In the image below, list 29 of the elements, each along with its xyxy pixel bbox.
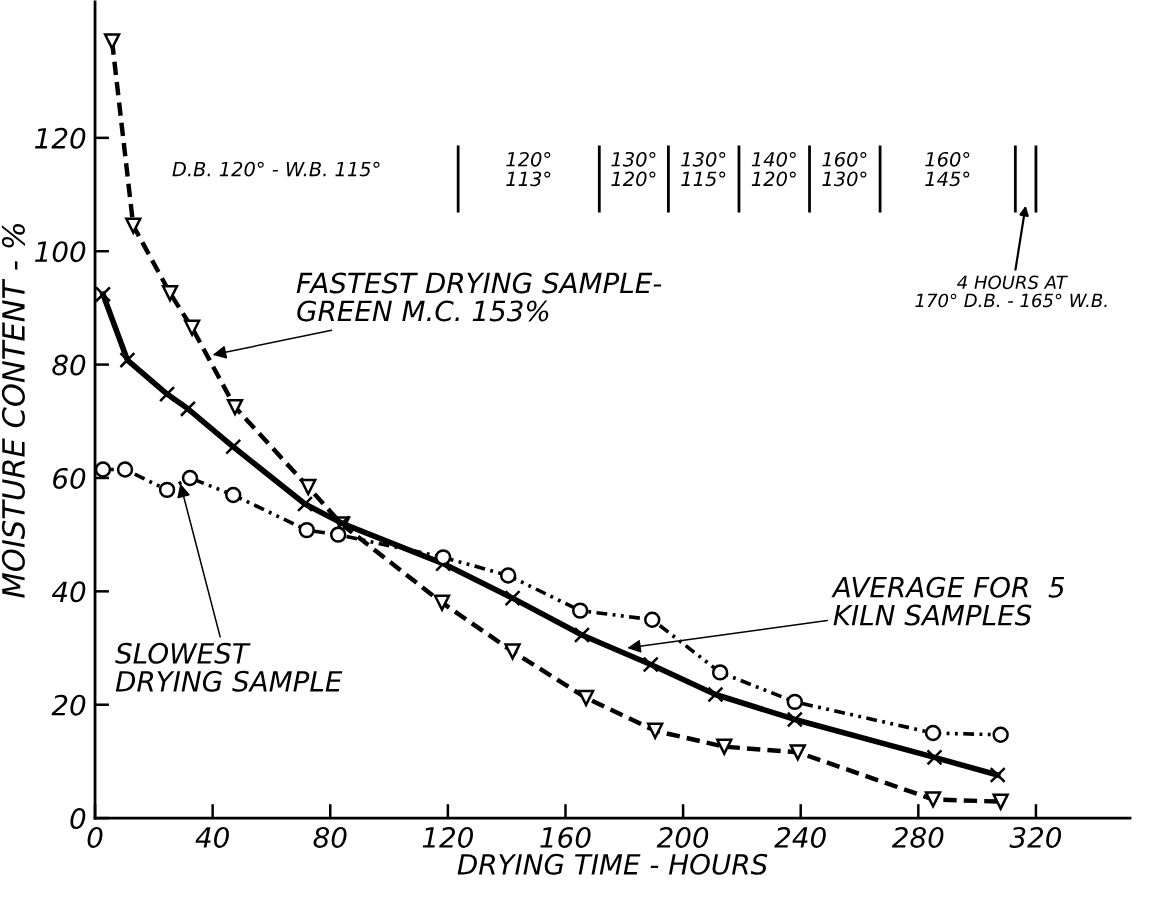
annotation: 160° 145° [925, 151, 970, 187]
y-tick-label: 100 [35, 241, 86, 263]
annotation: 130° 120° [611, 151, 656, 187]
x-tick-label: 120 [422, 826, 473, 848]
x-tick-label: 320 [1009, 826, 1062, 848]
annotation: SLOWEST DRYING SAMPLE [115, 642, 343, 692]
y-tick-label: 80 [52, 354, 86, 376]
x-tick-label: 0 [87, 826, 103, 848]
y-tick-label: 120 [35, 127, 86, 149]
annotation: FASTEST DRYING SAMPLE- GREEN M.C. 153% [296, 272, 662, 322]
x-tick-label: 280 [891, 826, 944, 848]
x-tick-label: 240 [774, 826, 826, 848]
y-axis-title: MOISTURE CONTENT - % [1, 224, 25, 598]
y-tick-label: 0 [70, 808, 86, 830]
annotation: D.B. 120° - W.B. 115° [172, 161, 380, 177]
x-tick-label: 200 [656, 826, 709, 848]
annotation: 120° 113° [506, 151, 551, 187]
x-tick-label: 160 [540, 826, 591, 848]
y-tick-label: 20 [51, 694, 86, 716]
annotation: AVERAGE FOR 5 KILN SAMPLES [831, 576, 1065, 626]
y-tick-label: 60 [53, 467, 86, 489]
x-axis-title: DRYING TIME - HOURS [457, 853, 768, 875]
x-tick-label: 40 [195, 826, 229, 848]
x-tick-label: 80 [313, 826, 347, 848]
annotation: 160° 130° [822, 151, 867, 187]
annotation: 4 HOURS AT 170° D.B. - 165° W.B. [915, 275, 1107, 308]
annotation: 130° 115° [681, 151, 726, 187]
annotation: 140° 120° [751, 151, 796, 187]
y-tick-label: 40 [51, 581, 86, 603]
